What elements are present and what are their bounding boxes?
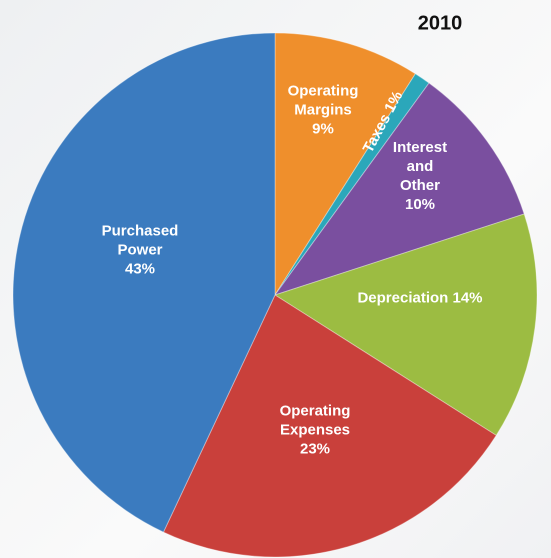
slice-label: Operating Expenses 23% <box>260 402 370 459</box>
category-label: Purchased Power <box>101 222 179 259</box>
value-label: 9% <box>312 120 334 138</box>
chart-title: 2010 <box>417 12 463 35</box>
pie-slice <box>274 73 430 296</box>
slice-label: Operating Margins 9% <box>268 82 378 139</box>
pie-slice <box>12 32 276 533</box>
category-label: Operating Margins <box>287 82 359 119</box>
category-label: Operating Expenses <box>279 402 351 439</box>
value-label: 43% <box>124 260 156 278</box>
pie-slice <box>273 82 525 296</box>
category-label: Interest and Other <box>392 139 448 194</box>
value-label: 10% <box>404 196 436 213</box>
pie-slice <box>273 213 538 437</box>
slice-label: Purchased Power 43% <box>85 222 195 279</box>
category-label: Depreciation <box>357 289 449 307</box>
pie-slice <box>162 294 497 558</box>
slice-label: Depreciation 14% <box>357 289 482 308</box>
slice-label: Interest and Other 10% <box>365 138 475 214</box>
pie-slice <box>274 32 417 297</box>
value-label: 14% <box>452 289 483 307</box>
value-label: 23% <box>299 440 331 458</box>
